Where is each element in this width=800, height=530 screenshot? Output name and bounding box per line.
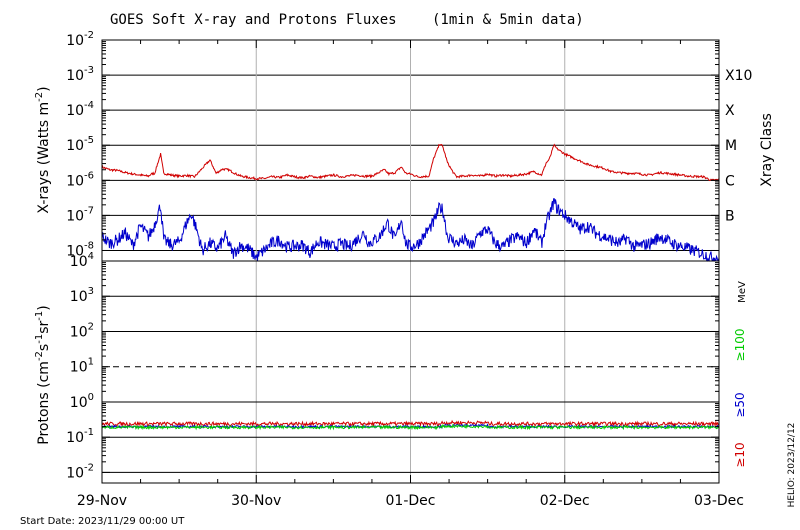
chart-title: GOES Soft X-ray and Protons Fluxes xyxy=(110,12,397,28)
xray-tick-label: 10-3 xyxy=(66,65,94,84)
energy-labels: ≥100 ≥50 ≥10 xyxy=(733,329,747,468)
xray-tick-label: 10-6 xyxy=(66,170,94,189)
x-tick-label: 03-Dec xyxy=(694,493,744,509)
xray-tick-label: 10-5 xyxy=(66,135,94,154)
xray-tick-label: 10-2 xyxy=(66,30,94,49)
xray-class-label: X xyxy=(725,103,735,119)
proton-tick-label: 10-2 xyxy=(66,462,94,481)
x-tick-label: 02-Dec xyxy=(540,493,590,509)
watermark-label: HELIO: 2023/12/12 xyxy=(787,423,797,508)
xray-class-label: C xyxy=(725,173,735,189)
energy-label: ≥10 xyxy=(733,442,747,467)
xray-class-label: X10 xyxy=(725,68,752,84)
energy-unit-label: MeV xyxy=(737,281,748,303)
xray-y-axis-label: X-rays (Watts m-2) xyxy=(34,86,52,213)
energy-label: ≥100 xyxy=(733,329,747,362)
xray-class-label: B xyxy=(725,208,735,224)
proton-y-axis-label: Protons (cm-2s-1sr-1) xyxy=(34,305,52,444)
xray-tick-label: 10-7 xyxy=(66,205,94,224)
xray-class-labels: X10 X M C B xyxy=(725,68,752,224)
energy-label: ≥50 xyxy=(733,392,747,417)
proton-tick-label: 101 xyxy=(70,357,94,376)
proton-tick-label: 103 xyxy=(70,286,94,305)
xray-gridlines xyxy=(102,40,719,261)
proton-panel: 104 103 102 101 100 10-1 10-2 Protons (cm-2s-1… xyxy=(34,251,748,483)
proton-tick-label: 102 xyxy=(70,321,94,340)
x-tick-label: 29-Nov xyxy=(77,493,127,509)
xray-tick-label: 10-4 xyxy=(66,100,94,119)
xray-class-axis-label: Xray Class xyxy=(759,113,775,187)
chart-subtitle: (1min & 5min data) xyxy=(432,12,584,28)
proton-gridlines xyxy=(102,261,719,483)
start-date-label: Start Date: 2023/11/29 00:00 UT xyxy=(20,516,185,527)
proton-tick-label: 104 xyxy=(70,251,94,270)
proton-tick-label: 10-1 xyxy=(66,427,94,446)
proton-tick-label: 100 xyxy=(70,392,94,411)
x-tick-label: 01-Dec xyxy=(386,493,436,509)
x-tick-label: 30-Nov xyxy=(231,493,281,509)
xray-class-label: M xyxy=(725,138,737,154)
